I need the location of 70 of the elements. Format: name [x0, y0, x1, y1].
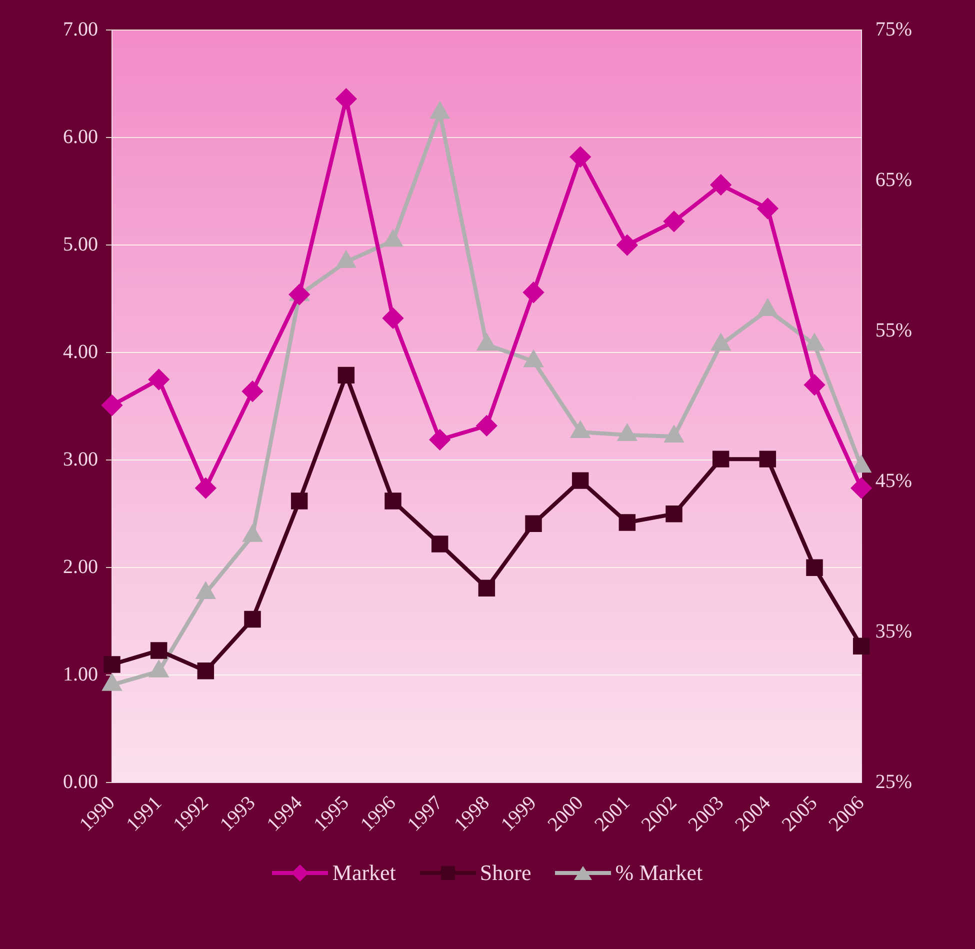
point	[103, 674, 121, 691]
point	[289, 284, 310, 305]
point	[712, 450, 730, 468]
y2-tick-label: 65%	[875, 168, 912, 191]
point	[618, 514, 636, 531]
point	[852, 638, 870, 655]
point	[197, 662, 214, 680]
point	[431, 536, 448, 552]
point	[242, 381, 262, 402]
y-tick-label: 2.00	[63, 556, 98, 578]
point	[196, 478, 216, 498]
x-tick-label: 1999	[496, 792, 541, 836]
y2-tick-label: 35%	[875, 620, 912, 642]
legend-label: Market	[332, 860, 396, 886]
point	[758, 198, 778, 219]
point	[150, 661, 168, 678]
point	[759, 450, 776, 468]
point	[572, 472, 589, 489]
point	[478, 334, 496, 351]
point	[104, 656, 120, 673]
point	[806, 559, 823, 576]
point	[851, 478, 872, 498]
point	[336, 88, 356, 109]
point	[665, 426, 683, 442]
point	[525, 515, 542, 532]
y2-tick-label: 25%	[875, 770, 912, 793]
y-tick-label: 1.00	[63, 663, 98, 686]
point	[806, 334, 824, 351]
point	[430, 430, 450, 450]
point	[196, 583, 215, 600]
point	[338, 366, 355, 384]
point	[476, 416, 497, 436]
point	[524, 282, 544, 302]
point	[384, 492, 402, 510]
point	[710, 174, 731, 195]
y-tick-label: 6.00	[63, 126, 98, 148]
point	[148, 369, 169, 390]
x-tick-label: 1991	[122, 792, 166, 836]
point	[478, 580, 496, 596]
point	[617, 235, 638, 256]
x-tick-label: 2001	[590, 792, 634, 836]
y2-tick-label: 55%	[875, 319, 912, 342]
point	[852, 456, 870, 473]
point	[337, 252, 356, 268]
point	[571, 422, 590, 438]
point	[102, 395, 122, 416]
point	[524, 351, 542, 368]
y2-tick-label: 45%	[875, 470, 912, 492]
y-tick-label: 5.00	[63, 233, 98, 256]
y-tick-label: 0.00	[63, 770, 98, 793]
y-tick-label: 7.00	[63, 18, 98, 40]
y-tick-label: 3.00	[63, 448, 98, 470]
point	[758, 300, 777, 316]
point	[383, 308, 404, 328]
point	[384, 230, 402, 247]
legend-label: Shore	[480, 860, 532, 886]
point	[244, 526, 262, 542]
y2-tick-label: 75%	[875, 18, 912, 40]
point	[244, 610, 261, 628]
point	[570, 146, 590, 167]
point	[804, 374, 825, 395]
legend-label: % Market	[615, 860, 703, 886]
point	[430, 102, 449, 119]
point	[712, 334, 730, 351]
y-tick-label: 4.00	[63, 340, 98, 363]
point	[666, 506, 682, 522]
point	[290, 492, 308, 510]
point	[150, 642, 168, 659]
point	[664, 211, 684, 232]
point	[618, 424, 636, 441]
